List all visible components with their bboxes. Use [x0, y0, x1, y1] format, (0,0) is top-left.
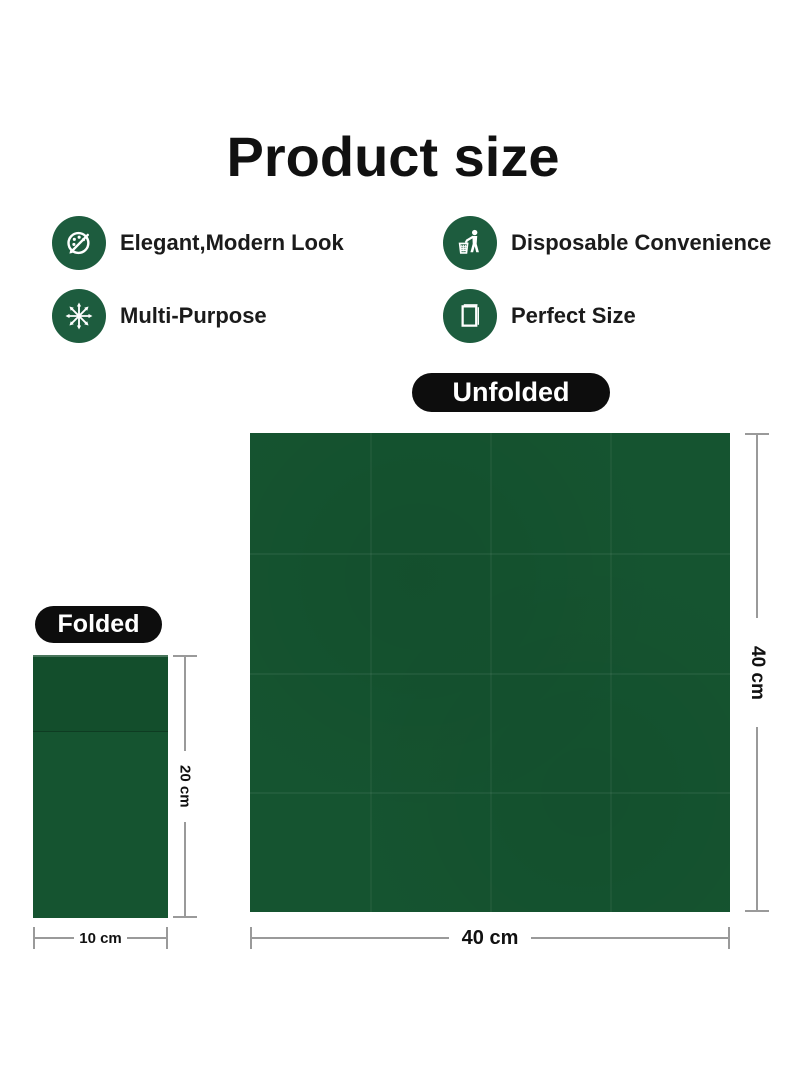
- dimension-cap: [173, 916, 197, 919]
- feature-label: Perfect Size: [511, 303, 636, 328]
- unfolded-badge-label: Unfolded: [452, 377, 570, 407]
- arrows-multidirection-icon: [52, 289, 106, 343]
- feature-label: Disposable Convenience: [511, 230, 772, 255]
- dimension-cap: [173, 655, 197, 657]
- unfolded-badge: Unfolded: [412, 373, 610, 412]
- fold-edge-highlight: [33, 655, 168, 657]
- page-title: Product size: [226, 125, 560, 188]
- fold-crease-line: [490, 433, 492, 912]
- feature-perfect-size: Perfect Size: [443, 289, 636, 343]
- folded-badge: Folded: [35, 606, 162, 643]
- unfolded-height-label: 40 cm: [747, 645, 768, 700]
- feature-multi-purpose: Multi-Purpose: [52, 289, 267, 343]
- folded-height-dimension: 20 cm: [173, 655, 197, 919]
- fold-crease-line: [250, 672, 730, 675]
- folded-badge-label: Folded: [57, 610, 140, 638]
- unfolded-width-dimension: 40 cm: [250, 926, 730, 950]
- dimension-cap: [250, 927, 252, 949]
- unfolded-width-label: 40 cm: [461, 926, 519, 949]
- feature-elegant-modern-look: Elegant,Modern Look: [52, 216, 344, 270]
- dimension-line: [35, 937, 75, 939]
- feature-label: Multi-Purpose: [120, 303, 267, 328]
- dimension-line: [184, 821, 186, 917]
- feature-label: Elegant,Modern Look: [120, 230, 344, 255]
- fold-crease-line: [250, 552, 730, 555]
- unfolded-napkin: [250, 433, 730, 912]
- folded-width-dimension: 10 cm: [33, 926, 169, 950]
- feature-disposable-convenience: Disposable Convenience: [443, 216, 771, 270]
- person-trash-icon: [443, 216, 497, 270]
- dimension-line: [756, 727, 758, 910]
- folded-height-label: 20 cm: [176, 765, 194, 808]
- sheet-outline-icon: [443, 289, 497, 343]
- dimension-line: [252, 937, 449, 939]
- dimension-line: [184, 657, 186, 752]
- dimension-cap: [33, 927, 35, 949]
- dimension-cap: [745, 433, 769, 435]
- fold-flap: [33, 655, 168, 732]
- palette-icon: [52, 216, 106, 270]
- dimension-cap: [745, 910, 769, 912]
- fold-crease-line: [250, 792, 730, 795]
- fold-crease-line: [610, 433, 612, 912]
- dimension-cap: [728, 927, 730, 949]
- folded-width-label: 10 cm: [79, 929, 122, 947]
- dimension-line: [126, 937, 167, 939]
- dimension-line: [531, 937, 728, 939]
- dimension-line: [756, 435, 758, 618]
- fold-crease-line: [370, 433, 372, 912]
- unfolded-height-dimension: 40 cm: [745, 433, 769, 912]
- dimension-cap: [166, 927, 169, 949]
- folded-napkin: [33, 655, 168, 918]
